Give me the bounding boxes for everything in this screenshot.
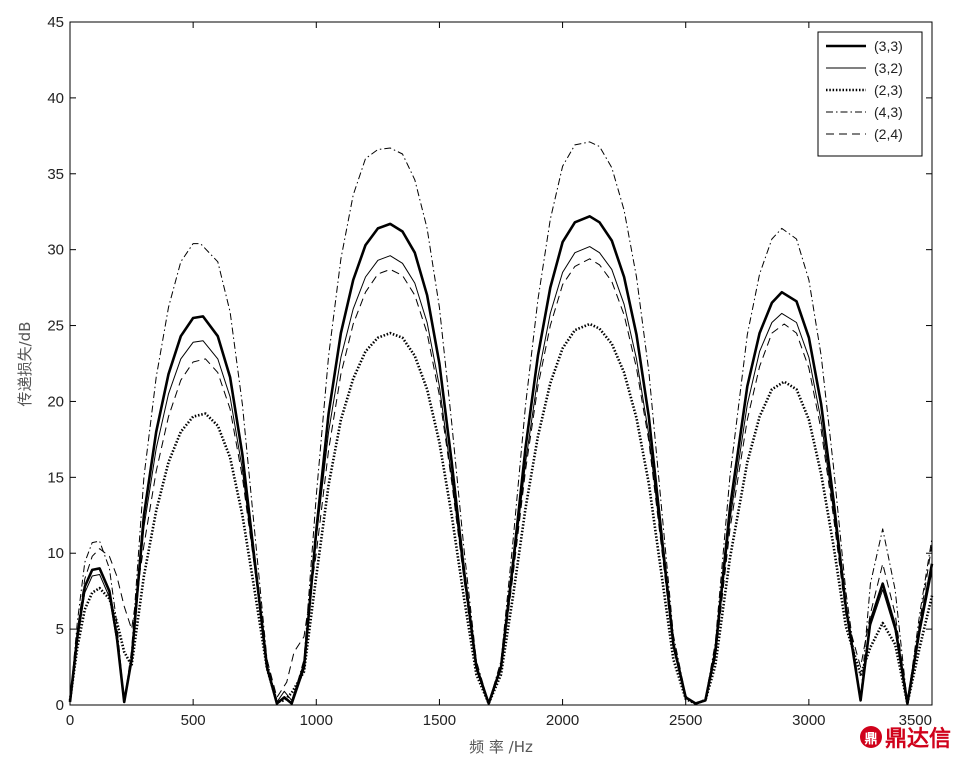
x-tick-label: 3000 <box>792 712 825 729</box>
x-tick-label: 3500 <box>899 712 932 729</box>
x-tick-label: 0 <box>66 712 74 729</box>
watermark-logo-icon: 鼎 <box>859 726 882 748</box>
legend-label: (2,4) <box>874 126 903 142</box>
series-line-2 <box>69 246 933 704</box>
y-tick-label: 20 <box>47 393 64 410</box>
plot-frame <box>69 21 933 706</box>
y-tick-label: 40 <box>47 90 64 107</box>
y-tick-label: 35 <box>47 166 64 183</box>
x-tick-label: 1500 <box>423 712 456 729</box>
legend-label: (3,2) <box>874 60 903 76</box>
x-tick-label: 2500 <box>669 712 702 729</box>
x-tick-label: 500 <box>181 712 206 729</box>
y-tick-label: 10 <box>47 545 64 562</box>
y-tick-label: 5 <box>56 621 64 638</box>
series-layer <box>68 141 934 705</box>
series-line-4 <box>69 141 933 704</box>
y-tick-label: 25 <box>47 318 64 335</box>
y-axis-label: 传递损失/dB <box>16 322 34 407</box>
x-axis-label: 频 率 /Hz <box>469 738 533 756</box>
axis-ticks: 0 500 1000 1500 2000 2500 3000 3500 0 5 10 15 20 25 30… <box>47 14 933 729</box>
y-tick-label: 15 <box>47 469 64 486</box>
legend: (3,3) (3,2) (2,3) (4,3) (2,4) <box>817 31 923 157</box>
series-line-3 <box>68 322 934 705</box>
watermark: 鼎 鼎达信 <box>859 721 951 753</box>
legend-label: (3,3) <box>874 38 903 54</box>
series-line-5 <box>69 258 933 704</box>
y-tick-label: 45 <box>47 14 64 31</box>
y-tick-label: 30 <box>47 242 64 259</box>
x-tick-label: 2000 <box>546 712 579 729</box>
legend-label: (4,3) <box>874 104 903 120</box>
legend-box <box>817 31 923 157</box>
watermark-text: 鼎达信 <box>884 727 951 752</box>
legend-label: (2,3) <box>874 82 903 98</box>
x-tick-label: 1000 <box>300 712 333 729</box>
y-tick-label: 0 <box>56 697 64 714</box>
series-line-1 <box>68 215 934 705</box>
